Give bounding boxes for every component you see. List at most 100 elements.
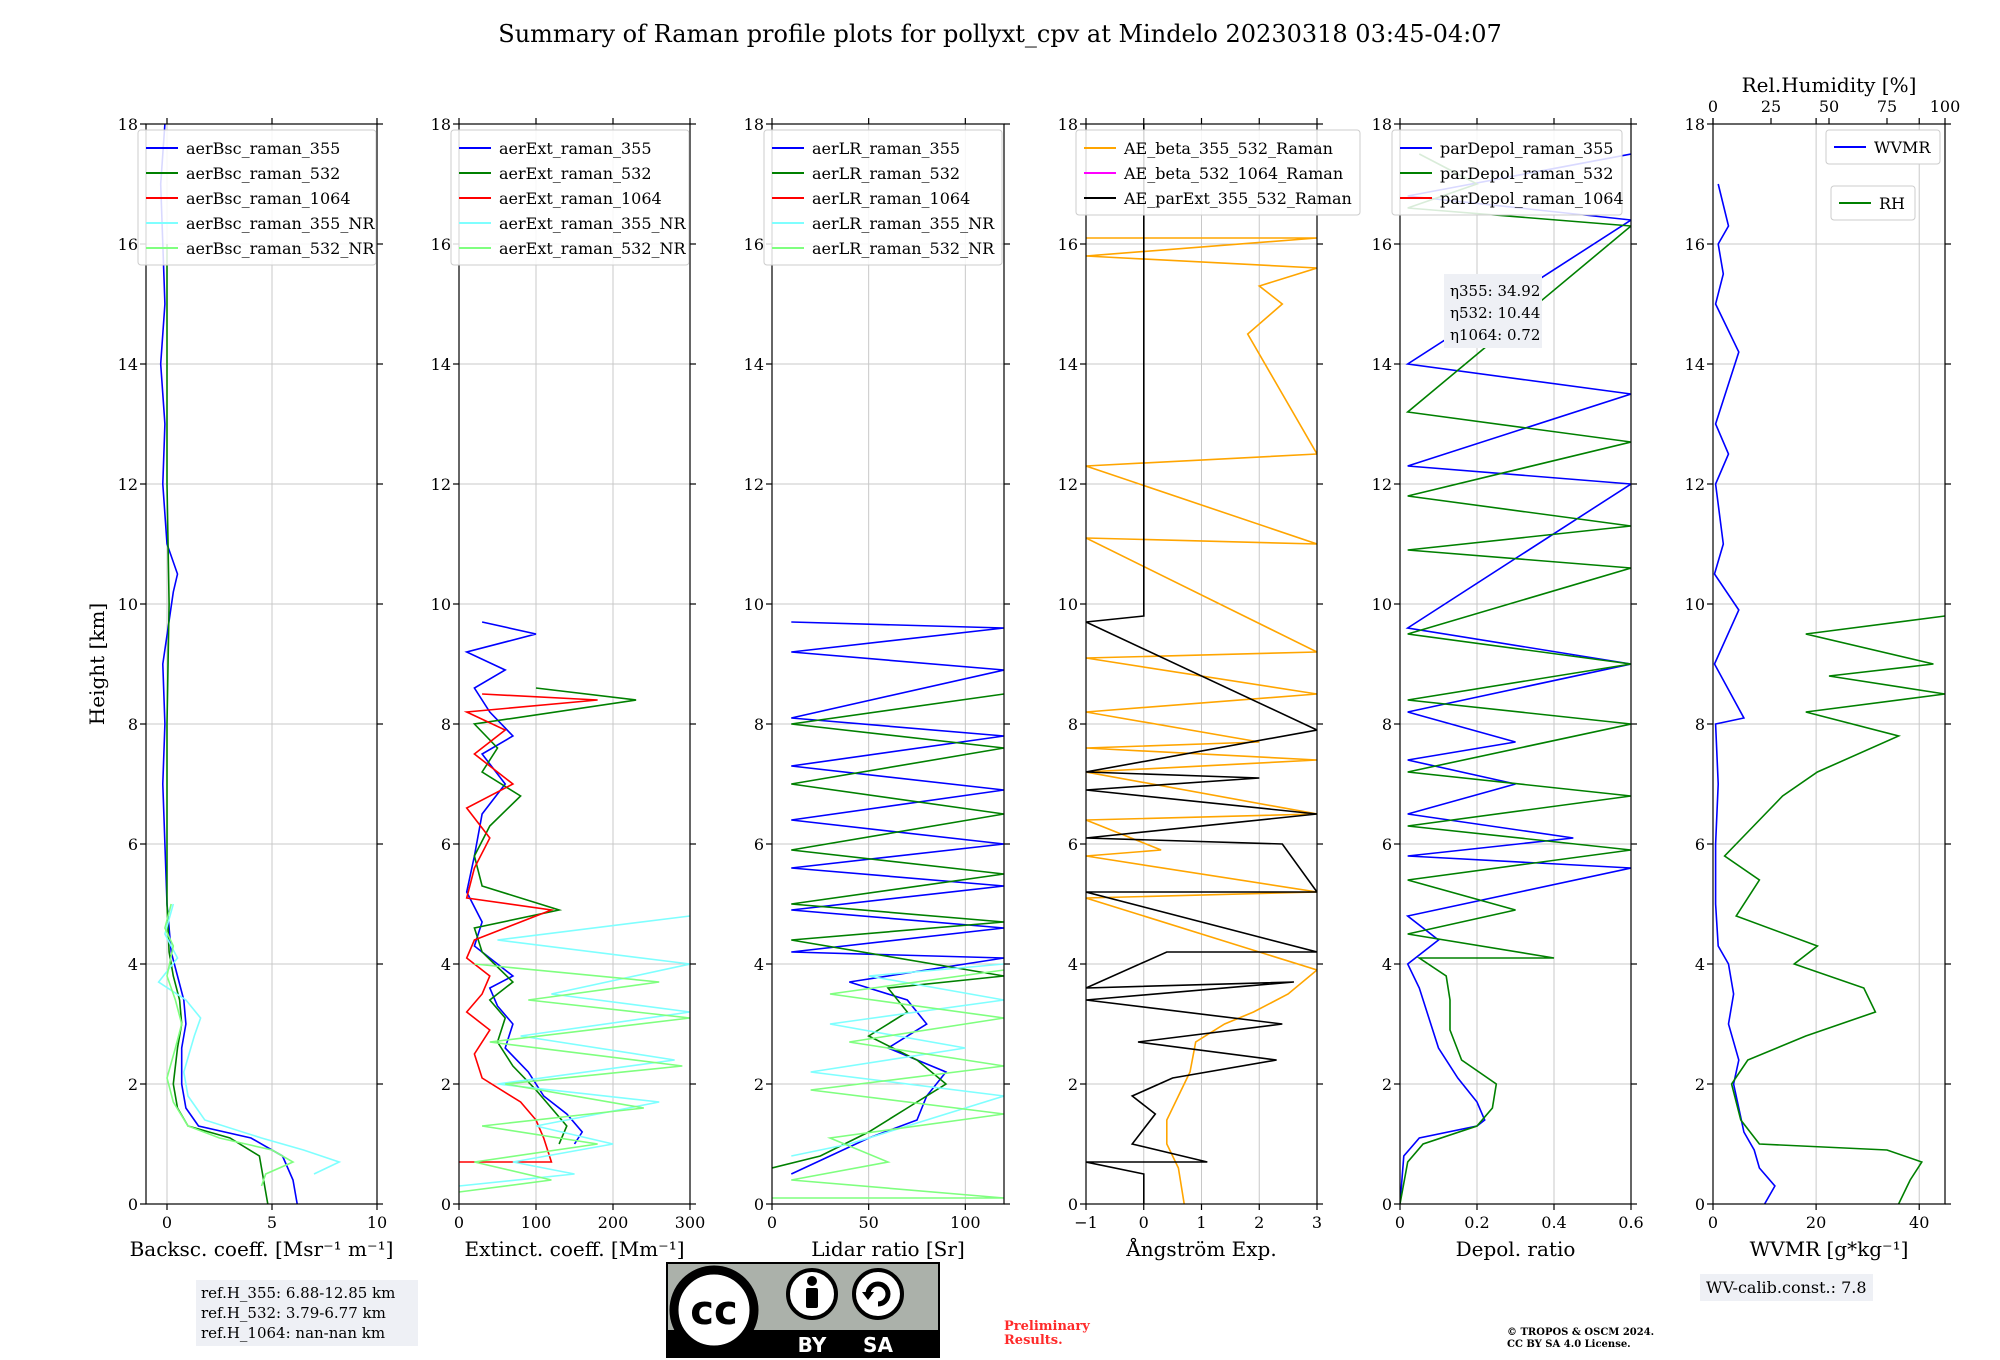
y-tick-label: 16: [1058, 235, 1078, 254]
y-tick-label: 6: [1695, 835, 1705, 854]
y-tick-label: 18: [1685, 115, 1705, 134]
legend-label: aerBsc_raman_355: [186, 139, 340, 158]
series-line-aerLR_raman_355: [790, 621, 1004, 1175]
y-tick-label: 16: [118, 235, 138, 254]
axes-frame: [145, 123, 378, 1205]
wv-calibration-constant: WV-calib.const.: 7.8: [1700, 1274, 1873, 1301]
sa-sharealike-icon: [852, 1268, 904, 1320]
y-tick-label: 14: [118, 355, 138, 374]
legend-box: [1830, 185, 1916, 221]
y-tick-label: 0: [128, 1195, 138, 1214]
legend-label: aerLR_raman_1064: [812, 189, 970, 208]
legend-label: aerLR_raman_532: [812, 164, 960, 183]
profile-panel-5: 0 0.2 0.4 0.6 Depol. ratio 0 2 4 6 8 10 12 14 16 18 par…: [1372, 115, 1644, 1261]
legend-box: [1391, 129, 1623, 216]
x-tick-label: 100: [950, 1213, 981, 1232]
x-tick-label: 10: [367, 1213, 387, 1232]
y-tick-label: 8: [754, 715, 764, 734]
copyright-line-1: © TROPOS & OSCM 2024.: [1507, 1327, 1655, 1338]
y-tick-label: 0: [1695, 1195, 1705, 1214]
y-tick-label: 0: [441, 1195, 451, 1214]
profile-panel-3: 0 50 100 Lidar ratio [Sr] 0 2 4 6 8 10 12 14 16 18 aer…: [744, 115, 1010, 1261]
y-tick-label: 8: [1695, 715, 1705, 734]
y-tick-label: 4: [128, 955, 138, 974]
y-tick-label: 12: [1058, 475, 1078, 494]
axes-frame: [1399, 123, 1632, 1205]
series-line-aerExt_raman_355: [464, 621, 584, 1145]
series-line-AE_parExt_355_532_Raman: [1086, 124, 1317, 1204]
legend-label: WVMR: [1874, 138, 1931, 157]
legend-label: aerExt_raman_532: [499, 164, 652, 183]
x-tick-label: 0.4: [1541, 1213, 1566, 1232]
legend-label: aerExt_raman_355_NR: [499, 214, 687, 233]
ref-height-532: ref.H_532: 3.79-6.77 km: [201, 1304, 386, 1322]
top-x-tick-label: 100: [1930, 97, 1961, 116]
series-line-RH: [1723, 615, 1945, 1204]
y-axis-label: Height [km]: [85, 603, 109, 725]
y-tick-label: 10: [118, 595, 138, 614]
sa-label: SA: [863, 1333, 893, 1357]
eta-annotation-1: η355: 34.92: [1450, 282, 1540, 300]
copyright-line-2: CC BY SA 4.0 License.: [1507, 1339, 1631, 1350]
eta-annotation-3: η1064: 0.72: [1450, 326, 1540, 344]
x-axis-label: WVMR [g*kg⁻¹]: [1750, 1237, 1909, 1261]
ref-height-1064: ref.H_1064: nan-nan km: [201, 1324, 386, 1342]
by-label: BY: [798, 1333, 827, 1357]
x-tick-label: 0: [162, 1213, 172, 1232]
y-tick-label: 14: [431, 355, 451, 374]
y-tick-label: 10: [1372, 595, 1392, 614]
eta-annotation-2: η532: 10.44: [1450, 304, 1540, 322]
top-x-axis-label: Rel.Humidity [%]: [1742, 73, 1917, 97]
legend-label: aerBsc_raman_532: [186, 164, 340, 183]
x-axis-label: Ångström Exp.: [1125, 1236, 1276, 1261]
y-tick-label: 16: [1372, 235, 1392, 254]
y-tick-label: 4: [441, 955, 451, 974]
y-tick-label: 12: [1685, 475, 1705, 494]
top-x-tick-label: 75: [1877, 97, 1897, 116]
y-tick-label: 8: [441, 715, 451, 734]
series-line-parDepol_raman_532: [1400, 153, 1631, 1204]
eta-annotation-box: [1444, 274, 1542, 348]
legend-label: parDepol_raman_1064: [1440, 189, 1624, 208]
legend-label: RH: [1879, 194, 1905, 213]
y-tick-label: 6: [1382, 835, 1392, 854]
y-tick-label: 8: [128, 715, 138, 734]
axes-frame: [458, 123, 691, 1205]
top-x-tick-label: 0: [1708, 97, 1718, 116]
preliminary-line-1: Preliminary: [1004, 1319, 1090, 1334]
x-tick-label: 0: [1708, 1213, 1718, 1232]
series-line-aerExt_raman_1064: [459, 693, 598, 1163]
legend-box: [137, 129, 377, 266]
y-tick-label: 0: [1068, 1195, 1078, 1214]
x-tick-label: 20: [1806, 1213, 1826, 1232]
y-tick-label: 16: [431, 235, 451, 254]
legend-label: aerLR_raman_355: [812, 139, 960, 158]
x-tick-label: 100: [521, 1213, 552, 1232]
y-tick-label: 10: [1685, 595, 1705, 614]
x-tick-label: 0: [454, 1213, 464, 1232]
y-tick-label: 14: [1058, 355, 1078, 374]
y-tick-label: 0: [1382, 1195, 1392, 1214]
x-tick-label: 0: [1139, 1213, 1149, 1232]
x-axis-label: Backsc. coeff. [Msr⁻¹ m⁻¹]: [130, 1237, 394, 1261]
legend-label: aerBsc_raman_1064: [186, 189, 351, 208]
legend-box: [1825, 129, 1941, 165]
x-tick-label: 0.2: [1464, 1213, 1489, 1232]
series-line-aerLR_raman_532_NR: [772, 969, 1004, 1199]
legend-label: AE_parExt_355_532_Raman: [1123, 189, 1352, 208]
x-axis-label: Extinct. coeff. [Mm⁻¹]: [464, 1237, 684, 1261]
y-tick-label: 2: [441, 1075, 451, 1094]
x-tick-label: 2: [1254, 1213, 1264, 1232]
series-line-aerExt_raman_355_NR: [459, 915, 690, 1187]
y-tick-label: 12: [118, 475, 138, 494]
figure-title: Summary of Raman profile plots for polly…: [498, 20, 1502, 48]
x-tick-label: 3: [1312, 1213, 1322, 1232]
cc-by-sa-license-badge: cc BY SA: [666, 1262, 940, 1358]
legend-box: [450, 129, 690, 266]
x-tick-label: 1: [1196, 1213, 1206, 1232]
copyright-note: © TROPOS & OSCM 2024. CC BY SA 4.0 Licen…: [1507, 1327, 1654, 1351]
preliminary-results-note: Preliminary Results.: [1004, 1320, 1090, 1348]
top-x-tick-label: 25: [1761, 97, 1781, 116]
legend-label: parDepol_raman_355: [1440, 139, 1613, 158]
y-tick-label: 0: [754, 1195, 764, 1214]
